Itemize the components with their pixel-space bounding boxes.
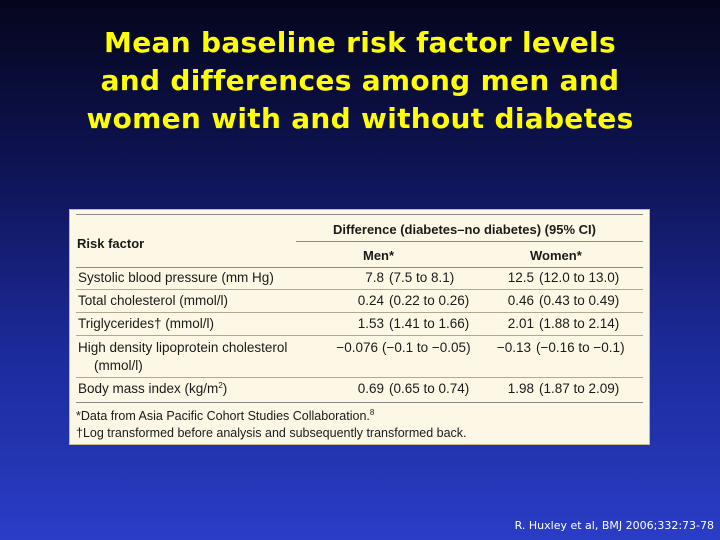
men-value: 7.8 <box>365 270 384 285</box>
row-label-line2: (mmol/l) <box>94 358 143 373</box>
row-divider <box>76 289 643 290</box>
women-value: 0.46 <box>507 293 534 308</box>
row-label-superscript: 2 <box>218 381 223 390</box>
risk-factor-header: Risk factor <box>77 236 145 251</box>
row-label: Systolic blood pressure (mm Hg) <box>78 270 274 285</box>
row-label-end: ) <box>222 381 228 396</box>
men-ci: (7.5 to 8.1) <box>389 270 455 285</box>
men-value: 0.24 <box>357 293 384 308</box>
footnote-1: *Data from Asia Pacific Cohort Studies C… <box>76 408 374 423</box>
row-divider <box>76 312 643 313</box>
group-header: Difference (diabetes–no diabetes) (95% C… <box>333 222 596 237</box>
men-value: 0.69 <box>357 381 384 396</box>
header-rule <box>76 267 643 268</box>
top-rule <box>76 214 643 215</box>
row-label: Triglycerides† (mmol/l) <box>78 316 215 331</box>
women-value: 12.5 <box>507 270 534 285</box>
men-ci: (1.41 to 1.66) <box>389 316 470 331</box>
men-ci: (−0.1 to −0.05) <box>382 340 471 355</box>
footnote-1-ref: 8 <box>369 408 375 417</box>
women-value: 1.98 <box>507 381 534 396</box>
row-label: High density lipoprotein cholesterol <box>78 340 288 355</box>
women-ci: (1.88 to 2.14) <box>539 316 620 331</box>
women-ci: (−0.16 to −0.1) <box>536 340 625 355</box>
women-ci: (12.0 to 13.0) <box>539 270 620 285</box>
men-value: 1.53 <box>357 316 384 331</box>
title-line-2: and differences among men and <box>100 64 620 97</box>
slide-title: Mean baseline risk factor levels and dif… <box>0 24 720 138</box>
footnote-2: †Log transformed before analysis and sub… <box>76 426 467 440</box>
row-label: Body mass index (kg/m2) <box>78 381 227 396</box>
title-line-3: women with and without diabetes <box>86 102 634 135</box>
footnote-1-text: *Data from Asia Pacific Cohort Studies C… <box>76 409 370 423</box>
row-divider <box>76 377 643 378</box>
group-header-rule <box>296 241 643 242</box>
column-header-men: Men* <box>363 248 395 263</box>
column-header-women: Women* <box>530 248 582 263</box>
citation: R. Huxley et al, BMJ 2006;332:73-78 <box>514 519 714 532</box>
title-line-1: Mean baseline risk factor levels <box>104 26 616 59</box>
row-label-text: Body mass index (kg/m <box>78 381 219 396</box>
women-value: −0.13 <box>496 340 531 355</box>
men-ci: (0.65 to 0.74) <box>389 381 470 396</box>
men-value: −0.076 <box>336 340 378 355</box>
men-ci: (0.22 to 0.26) <box>389 293 470 308</box>
women-ci: (0.43 to 0.49) <box>539 293 620 308</box>
women-value: 2.01 <box>507 316 534 331</box>
row-divider <box>76 335 643 336</box>
risk-factor-table: Difference (diabetes–no diabetes) (95% C… <box>69 209 650 445</box>
bottom-rule <box>76 402 643 403</box>
women-ci: (1.87 to 2.09) <box>539 381 620 396</box>
row-label: Total cholesterol (mmol/l) <box>78 293 229 308</box>
